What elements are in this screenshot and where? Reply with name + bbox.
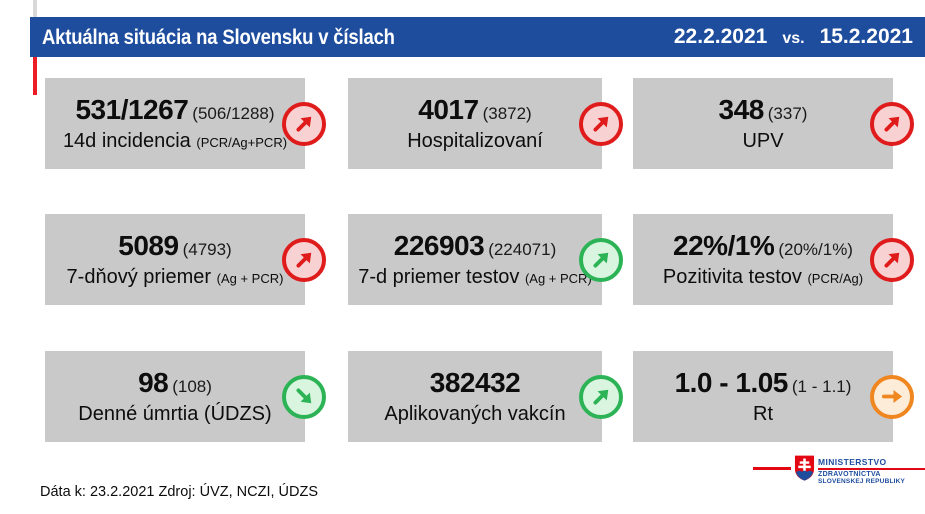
- logo-text-line3: SLOVENSKEJ REPUBLIKY: [818, 478, 906, 485]
- date-comparison: 22.2.2021 vs. 15.2.2021: [674, 25, 913, 49]
- stat-label: Rt: [753, 403, 773, 426]
- stat-label: 7-d priemer testov: [358, 266, 520, 289]
- trend-flat-right-icon: [870, 374, 914, 419]
- stat-card-test-positivity: 22%/1% (20%/1%) Pozitivita testov (PCR/Ag…: [633, 214, 914, 305]
- stat-label: Pozitivita testov: [662, 266, 802, 289]
- trend-up-right-icon: [579, 374, 623, 419]
- stat-card-vaccines-applied: 382432 Aplikovaných vakcín: [348, 351, 623, 442]
- stat-previous-value: (1 - 1.1): [791, 377, 852, 397]
- stat-label-suffix: (PCR/Ag+PCR): [196, 135, 288, 151]
- logo-text-line1: MINISTERSTVO: [818, 457, 887, 467]
- trend-up-right-icon: [870, 237, 914, 282]
- ministry-of-health-logo: MINISTERSTVO ZDRAVOTNÍCTVA SLOVENSKEJ RE…: [753, 452, 925, 486]
- logo-text-line2: ZDRAVOTNÍCTVA: [818, 471, 881, 478]
- stat-value: 1.0 - 1.05: [674, 367, 789, 399]
- date-current: 22.2.2021: [673, 25, 768, 48]
- trend-down-right-icon: [282, 374, 326, 419]
- stat-card-upv-ventilated: 348 (337) UPV: [633, 78, 914, 169]
- stat-value: 98: [138, 367, 169, 399]
- stat-value: 4017: [418, 94, 479, 126]
- logo-red-line-left: [753, 467, 791, 470]
- stat-label-suffix: (Ag + PCR): [216, 271, 284, 287]
- stat-value: 531/1267: [75, 94, 189, 126]
- stat-label: Hospitalizovaní: [407, 130, 543, 153]
- stat-previous-value: (108): [172, 377, 212, 397]
- stat-value: 5089: [118, 230, 179, 262]
- red-accent-bar: [33, 57, 37, 95]
- stat-value: 226903: [393, 230, 485, 262]
- vs-label: vs.: [782, 30, 805, 47]
- data-source-note: Dáta k: 23.2.2021 Zdroj: ÚVZ, NCZI, ÚDZS: [40, 484, 319, 500]
- trend-up-right-icon: [282, 101, 326, 146]
- stat-label-suffix: (PCR/Ag): [807, 271, 864, 287]
- stat-value: 382432: [429, 367, 521, 399]
- stat-previous-value: (337): [767, 104, 808, 124]
- stat-card-daily-deaths: 98 (108) Denné úmrtia (ÚDZS): [45, 351, 326, 442]
- logo-red-line-right: [818, 468, 925, 470]
- stat-label: Aplikovaných vakcín: [384, 403, 566, 426]
- stat-label: 14d incidencia: [62, 130, 191, 153]
- stat-value: 22%/1%: [673, 230, 775, 262]
- trend-up-right-icon: [579, 101, 623, 146]
- title-bar: Aktuálna situácia na Slovensku v číslach…: [30, 17, 925, 57]
- stat-previous-value: (224071): [488, 240, 557, 260]
- trend-up-right-icon: [579, 237, 623, 282]
- stat-label-suffix: (Ag + PCR): [524, 271, 592, 287]
- page-title: Aktuálna situácia na Slovensku v číslach: [42, 24, 395, 49]
- stat-card-rt: 1.0 - 1.05 (1 - 1.1) Rt: [633, 351, 914, 442]
- stat-label: UPV: [742, 130, 784, 153]
- stat-label: Denné úmrtia (ÚDZS): [78, 403, 272, 426]
- stat-previous-value: (20%/1%): [778, 240, 853, 260]
- stat-card-7d-average-cases: 5089 (4793) 7-dňový priemer (Ag + PCR): [45, 214, 326, 305]
- date-previous: 15.2.2021: [819, 25, 913, 48]
- stat-previous-value: (4793): [182, 240, 232, 260]
- stat-card-hospitalized: 4017 (3872) Hospitalizovaní: [348, 78, 623, 169]
- stat-previous-value: (3872): [482, 104, 532, 124]
- stat-previous-value: (506/1288): [192, 104, 275, 124]
- stat-card-14d-incidence: 531/1267 (506/1288) 14d incidencia (PCR/A…: [45, 78, 326, 169]
- trend-up-right-icon: [870, 101, 914, 146]
- top-tick-decoration: [33, 0, 37, 17]
- stat-card-7d-average-tests: 226903 (224071) 7-d priemer testov (Ag + …: [348, 214, 623, 305]
- stat-value: 348: [718, 94, 765, 126]
- slovak-coat-of-arms-icon: [794, 455, 815, 481]
- stat-label: 7-dňový priemer: [66, 266, 212, 289]
- trend-up-right-icon: [282, 237, 326, 282]
